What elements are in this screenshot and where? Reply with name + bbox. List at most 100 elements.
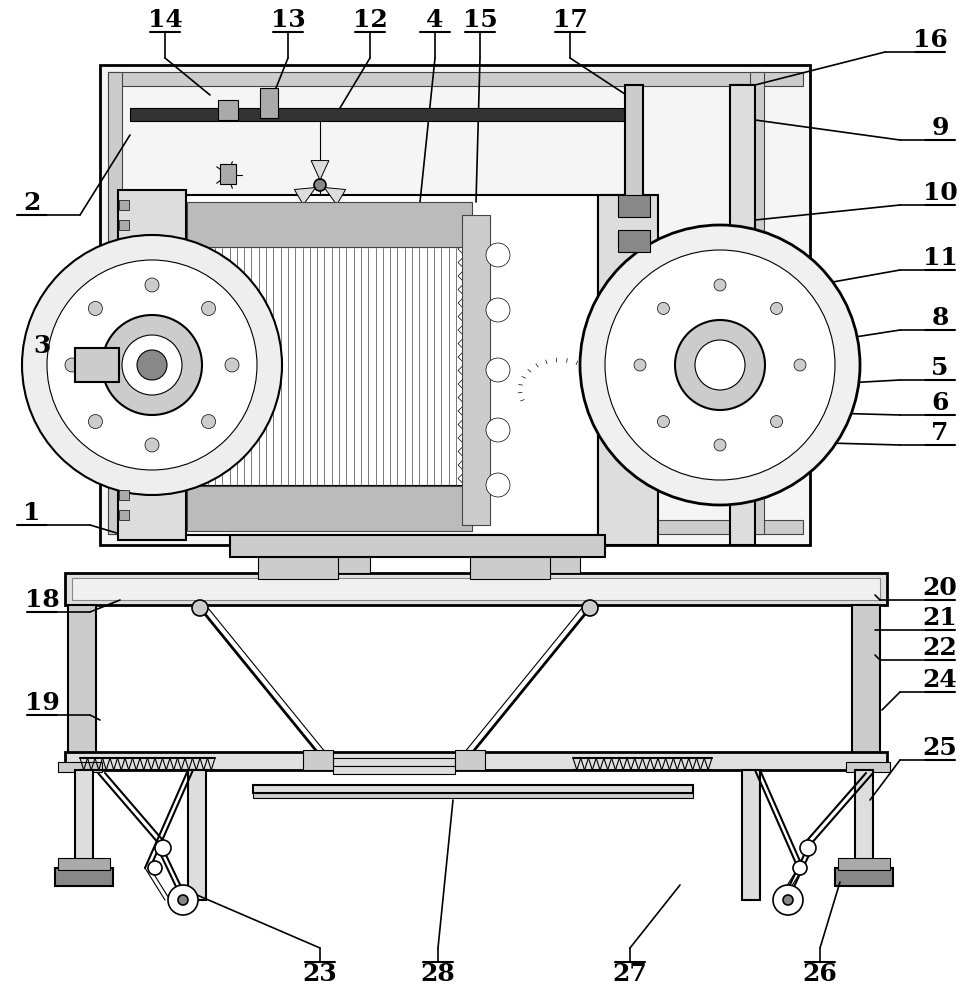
Circle shape — [771, 302, 783, 314]
Bar — [75, 348, 119, 382]
Circle shape — [675, 320, 765, 410]
Bar — [258, 557, 338, 579]
Bar — [742, 770, 760, 900]
Text: 12: 12 — [352, 8, 387, 32]
Circle shape — [657, 302, 669, 314]
Text: 10: 10 — [922, 181, 957, 205]
Bar — [618, 195, 650, 217]
Bar — [333, 766, 455, 774]
Bar — [750, 72, 764, 534]
Text: 16: 16 — [913, 28, 948, 52]
Text: 22: 22 — [922, 636, 957, 660]
Text: 23: 23 — [303, 962, 337, 986]
Bar — [175, 195, 625, 535]
Circle shape — [122, 335, 182, 395]
Bar — [130, 108, 630, 121]
Bar — [119, 490, 129, 500]
Bar — [108, 520, 803, 534]
Circle shape — [289, 562, 301, 574]
Circle shape — [486, 418, 510, 442]
Bar — [500, 556, 580, 573]
Text: 28: 28 — [420, 962, 455, 986]
Circle shape — [582, 600, 598, 616]
Circle shape — [88, 415, 102, 429]
Text: 2: 2 — [23, 191, 41, 215]
Bar — [846, 762, 890, 772]
Circle shape — [486, 243, 510, 267]
Bar — [455, 750, 485, 770]
Bar — [598, 195, 658, 545]
Text: 26: 26 — [803, 962, 837, 986]
Bar — [65, 573, 887, 605]
Circle shape — [529, 562, 541, 574]
Bar — [72, 578, 880, 600]
Bar — [625, 85, 643, 205]
Text: 27: 27 — [613, 962, 648, 986]
Bar — [100, 65, 810, 545]
Bar — [220, 164, 236, 184]
Circle shape — [486, 298, 510, 322]
Circle shape — [314, 179, 326, 191]
Bar — [58, 762, 102, 772]
Bar — [187, 486, 472, 531]
Circle shape — [634, 359, 646, 371]
Text: 19: 19 — [24, 691, 59, 715]
Text: 11: 11 — [922, 246, 957, 270]
Text: 24: 24 — [922, 668, 957, 692]
Circle shape — [178, 895, 188, 905]
Bar — [118, 190, 186, 540]
Circle shape — [202, 301, 216, 315]
Text: 18: 18 — [24, 588, 59, 612]
Text: 17: 17 — [552, 8, 587, 32]
Bar — [253, 793, 693, 798]
Bar — [290, 556, 370, 573]
Bar — [119, 510, 129, 520]
Bar — [260, 88, 278, 118]
Bar — [230, 535, 605, 557]
Circle shape — [771, 416, 783, 428]
Bar — [188, 770, 206, 900]
Bar — [188, 247, 471, 486]
Circle shape — [486, 473, 510, 497]
Text: 14: 14 — [148, 8, 183, 32]
Text: 5: 5 — [931, 356, 949, 380]
Text: 7: 7 — [931, 421, 949, 445]
Circle shape — [626, 199, 642, 215]
Circle shape — [168, 885, 198, 915]
Circle shape — [137, 350, 167, 380]
Circle shape — [202, 415, 216, 429]
Bar — [68, 605, 96, 760]
Bar — [730, 85, 755, 545]
Circle shape — [580, 225, 860, 505]
Bar — [218, 100, 238, 120]
Bar — [108, 72, 122, 534]
Bar — [187, 202, 472, 247]
Text: 1: 1 — [23, 501, 41, 525]
Bar — [835, 868, 893, 886]
Bar — [462, 215, 490, 525]
Text: 21: 21 — [922, 606, 957, 630]
Circle shape — [145, 278, 159, 292]
Circle shape — [155, 840, 171, 856]
Bar — [119, 200, 129, 210]
Circle shape — [145, 438, 159, 452]
Circle shape — [794, 359, 806, 371]
Circle shape — [783, 895, 793, 905]
Bar — [58, 858, 110, 870]
Circle shape — [714, 439, 726, 451]
Circle shape — [800, 840, 816, 856]
Text: 4: 4 — [426, 8, 444, 32]
Text: 25: 25 — [922, 736, 957, 760]
Circle shape — [225, 358, 239, 372]
Bar — [65, 752, 887, 770]
Circle shape — [793, 861, 807, 875]
Text: 20: 20 — [922, 576, 957, 600]
Bar — [75, 770, 93, 870]
Circle shape — [486, 358, 510, 382]
Bar — [333, 758, 455, 766]
Text: 6: 6 — [931, 391, 949, 415]
Text: 15: 15 — [462, 8, 497, 32]
Bar — [838, 858, 890, 870]
Circle shape — [47, 260, 257, 470]
Text: 13: 13 — [271, 8, 305, 32]
